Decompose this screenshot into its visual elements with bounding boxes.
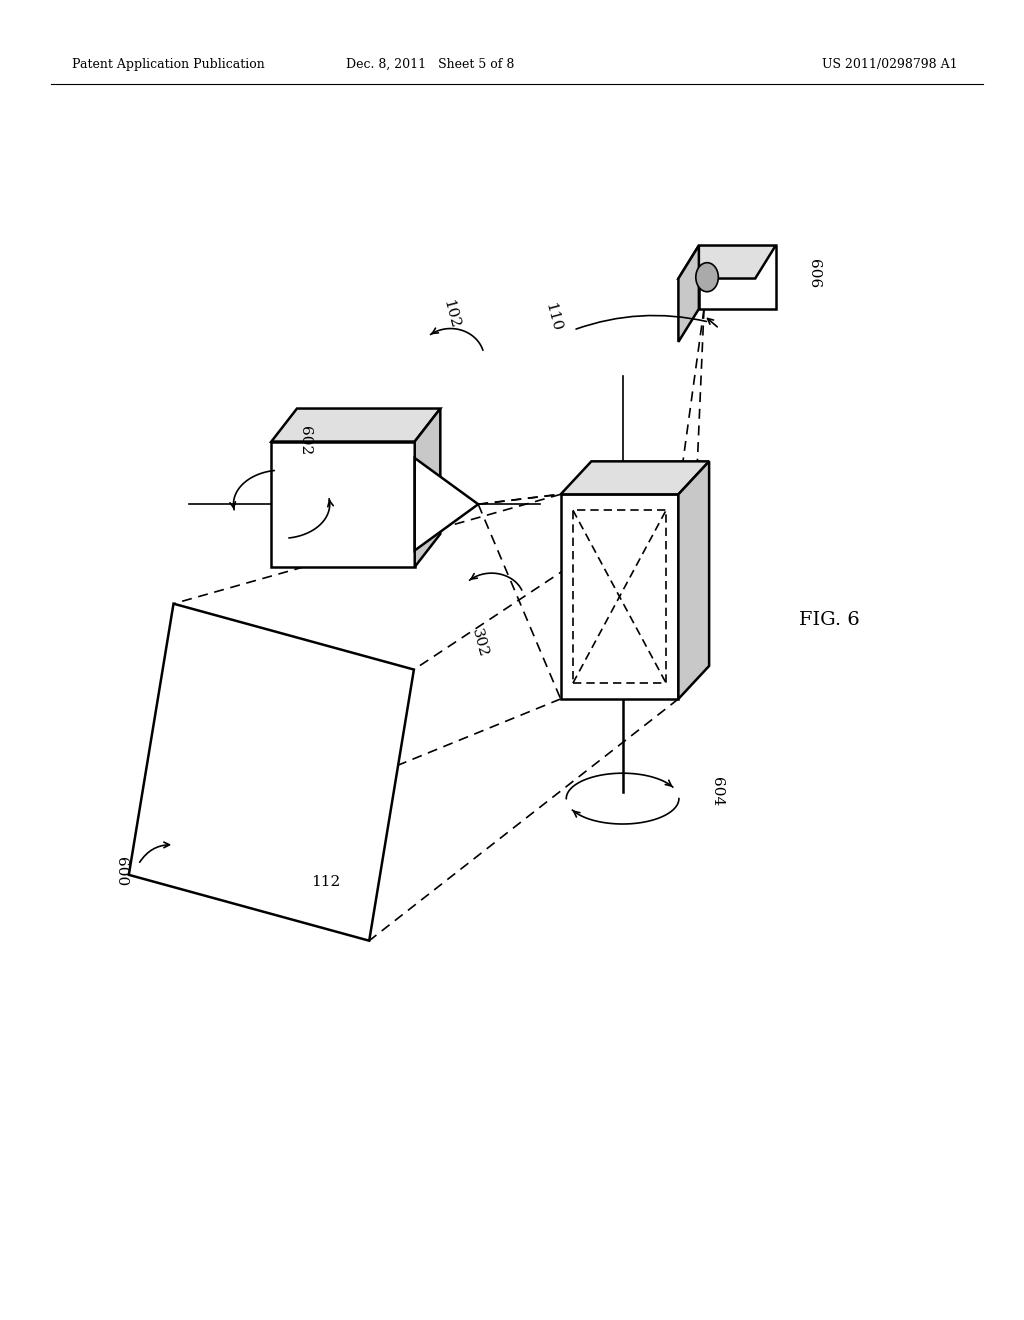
Text: 102: 102 xyxy=(440,298,461,330)
Text: 600: 600 xyxy=(114,857,128,886)
Text: Patent Application Publication: Patent Application Publication xyxy=(72,58,264,71)
Text: 606: 606 xyxy=(807,259,821,288)
Text: 112: 112 xyxy=(311,875,340,888)
Polygon shape xyxy=(271,441,415,568)
Text: 604: 604 xyxy=(710,777,724,807)
Polygon shape xyxy=(678,461,709,700)
Text: 302: 302 xyxy=(469,627,489,659)
Circle shape xyxy=(696,263,719,292)
Polygon shape xyxy=(129,603,414,941)
Polygon shape xyxy=(561,461,709,494)
Text: Dec. 8, 2011   Sheet 5 of 8: Dec. 8, 2011 Sheet 5 of 8 xyxy=(346,58,514,71)
Polygon shape xyxy=(415,458,478,550)
Text: US 2011/0298798 A1: US 2011/0298798 A1 xyxy=(822,58,957,71)
Text: FIG. 6: FIG. 6 xyxy=(799,611,860,630)
Text: 602: 602 xyxy=(298,426,312,455)
Polygon shape xyxy=(678,246,698,342)
Polygon shape xyxy=(698,246,776,309)
Polygon shape xyxy=(678,246,776,279)
Polygon shape xyxy=(415,409,440,568)
Polygon shape xyxy=(561,494,678,700)
Polygon shape xyxy=(271,409,440,441)
Text: 110: 110 xyxy=(543,301,563,333)
